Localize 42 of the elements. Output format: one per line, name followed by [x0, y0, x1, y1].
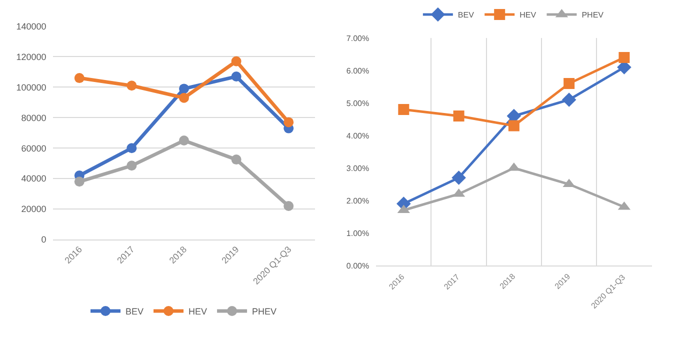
point	[453, 110, 464, 122]
point	[231, 72, 242, 82]
point	[126, 143, 137, 154]
legend-label: PHEV	[252, 306, 277, 316]
y-tick-label: 2.00%	[346, 196, 370, 206]
y-tick-label: 0.00%	[346, 261, 370, 270]
point	[231, 56, 242, 66]
legend-label: HEV	[188, 306, 208, 316]
point	[398, 104, 410, 116]
point	[284, 201, 294, 212]
y-tick-label: 0	[41, 234, 46, 245]
point	[179, 84, 190, 94]
y-tick-label: 80000	[21, 112, 46, 123]
y-tick-label: 120000	[16, 52, 46, 62]
point	[562, 92, 576, 107]
point	[231, 154, 242, 165]
y-tick-label: 20000	[21, 204, 46, 214]
y-tick-label: 7.00%	[346, 34, 370, 43]
point	[508, 120, 520, 132]
y-tick-label: 3.00%	[346, 164, 370, 173]
legend-label: BEV	[458, 10, 475, 20]
point	[564, 78, 575, 90]
point	[179, 92, 190, 103]
y-tick-label: 40000	[21, 174, 46, 184]
point	[284, 117, 294, 128]
point	[618, 52, 630, 64]
y-tick-label: 4.00%	[346, 131, 370, 140]
y-tick-label: 1.00%	[346, 228, 370, 238]
point	[126, 80, 137, 91]
y-tick-label: 6.00%	[346, 66, 370, 76]
point	[74, 176, 84, 187]
point	[126, 160, 137, 171]
y-tick-label: 100000	[16, 82, 46, 92]
y-tick-label: 5.00%	[346, 98, 370, 108]
point	[74, 73, 84, 84]
legend-label: BEV	[126, 306, 144, 316]
legend-label: HEV	[520, 10, 537, 20]
legend-label: PHEV	[582, 10, 604, 20]
y-tick-label: 140000	[16, 21, 46, 32]
y-tick-label: 60000	[21, 143, 46, 154]
point	[179, 136, 190, 146]
point	[452, 170, 466, 185]
